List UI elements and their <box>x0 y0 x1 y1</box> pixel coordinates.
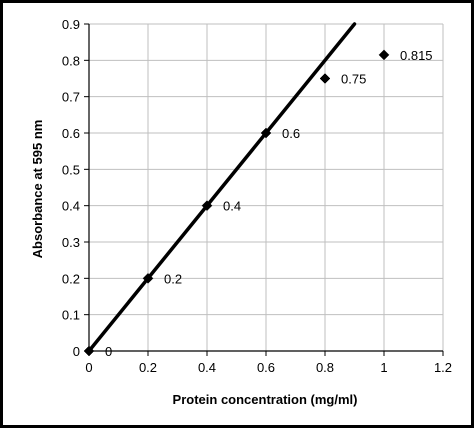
data-label: 0.815 <box>400 48 433 63</box>
data-point-diamond <box>319 73 331 84</box>
absorbance-chart: 0 0.2 0.4 0.6 0.8 1 1.2 0 0.1 0.2 0.3 0.4 0.5 0.6 0.7… <box>30 17 452 407</box>
y-tick-label: 0.1 <box>62 308 80 323</box>
data-point-diamond <box>378 49 390 61</box>
y-tick-label: 0.5 <box>62 162 80 177</box>
data-label: 0.6 <box>282 126 300 141</box>
data-label: 0.75 <box>341 72 366 87</box>
data-label: 0.4 <box>223 199 241 214</box>
y-tick-label: 0.9 <box>62 17 80 32</box>
y-tick-labels: 0 0.1 0.2 0.3 0.4 0.5 0.6 0.7 0.8 0.9 <box>62 17 80 359</box>
y-tick-label: 0.3 <box>62 235 80 250</box>
y-tick-label: 0.2 <box>62 271 80 286</box>
x-tick-label: 0.6 <box>257 360 275 375</box>
y-tick-label: 0.6 <box>62 126 80 141</box>
x-tick-label: 1.2 <box>434 360 452 375</box>
x-axis-label: Protein concentration (mg/ml) <box>173 392 358 407</box>
axes <box>84 23 444 356</box>
trendline-group <box>87 22 357 353</box>
data-point-diamond <box>201 200 213 212</box>
x-tick-label: 0 <box>85 360 92 375</box>
gridlines <box>89 23 444 351</box>
y-tick-label: 0.7 <box>62 90 80 105</box>
y-tick-label: 0.4 <box>62 199 80 214</box>
linear-trendline <box>87 22 357 353</box>
x-tick-label: 0.4 <box>198 360 216 375</box>
y-axis-label: Absorbance at 595 nm <box>30 120 45 259</box>
y-tick-label: 0 <box>73 344 80 359</box>
x-tick-label: 0.8 <box>316 360 334 375</box>
x-tick-labels: 0 0.2 0.4 0.6 0.8 1 1.2 <box>85 360 452 375</box>
x-tick-label: 0.2 <box>139 360 157 375</box>
y-tick-label: 0.8 <box>62 53 80 68</box>
data-points <box>83 49 390 357</box>
x-tick-label: 1 <box>380 360 387 375</box>
data-point-diamond <box>260 127 272 139</box>
data-point-diamond <box>83 345 95 357</box>
data-point-diamond <box>142 272 154 284</box>
data-label: 0 <box>105 344 112 359</box>
data-labels: 0 0.2 0.4 0.6 0.75 0.815 <box>105 48 433 359</box>
data-label: 0.2 <box>164 271 182 286</box>
